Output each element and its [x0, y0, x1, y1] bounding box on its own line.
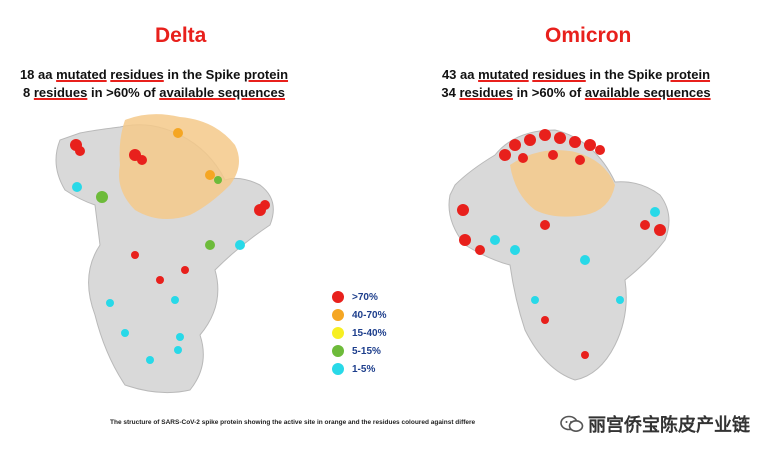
figure-caption: The structure of SARS-CoV-2 spike protei…: [110, 419, 476, 426]
legend-item-1: >70%: [332, 288, 386, 306]
protein-body: [448, 129, 670, 381]
legend-item-4: 5-15%: [332, 342, 386, 360]
omicron-stats-line1: 43 aa mutated residues in the Spike prot…: [441, 67, 711, 82]
delta-structure-image: [55, 114, 274, 394]
watermark: 丽宫侨宝陈皮产业链: [560, 411, 750, 437]
legend-item-3: 15-40%: [332, 324, 386, 342]
delta-stats-line2: 8 residues in >60% of available sequence…: [23, 85, 285, 100]
legend-item-5: 1-5%: [332, 360, 386, 378]
active-site-region: [510, 150, 615, 217]
omicron-structure-image: [448, 129, 670, 381]
legend-item-2: 40-70%: [332, 306, 386, 324]
residue-markers: [457, 129, 666, 359]
omicron-stats-line2: 34 residues in >60% of available sequenc…: [441, 85, 711, 100]
delta-stats-line1: 18 aa mutated residues in the Spike prot…: [19, 67, 289, 82]
legend: >70% 40-70% 15-40% 5-15% 1-5%: [332, 288, 386, 378]
omicron-title: Omicron: [545, 24, 632, 47]
delta-title: Delta: [155, 24, 207, 47]
active-site-region: [119, 114, 239, 219]
residue-markers: [70, 128, 270, 364]
wechat-icon: [560, 415, 584, 432]
watermark-text: 丽宫侨宝陈皮产业链: [588, 415, 750, 435]
omicron-stats: 43 aa mutated residues in the Spike prot…: [435, 66, 717, 102]
delta-stats: 18 aa mutated residues in the Spike prot…: [18, 66, 290, 102]
